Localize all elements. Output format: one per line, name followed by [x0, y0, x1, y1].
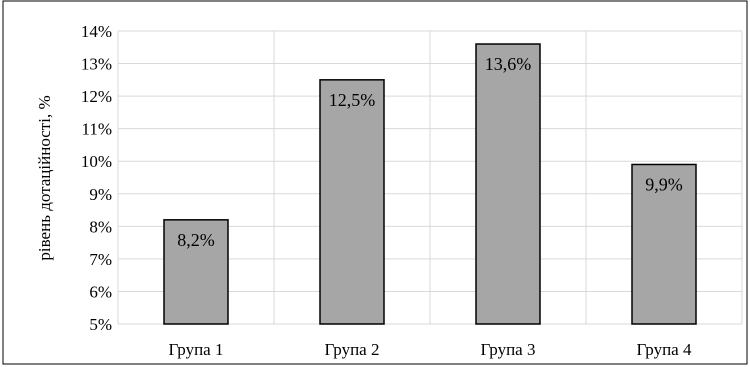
x-category-label: Група 1: [169, 340, 224, 359]
y-tick-label: 8%: [89, 217, 112, 236]
bars: [163, 43, 697, 325]
bar: [319, 79, 385, 325]
y-tick-label: 10%: [81, 152, 112, 171]
bar: [475, 43, 541, 325]
y-tick-label: 7%: [89, 250, 112, 269]
y-tick-label: 6%: [89, 282, 112, 301]
y-tick-label: 14%: [81, 22, 112, 41]
bar: [631, 163, 697, 325]
data-label: 12,5%: [329, 90, 376, 110]
x-category-label: Група 2: [325, 340, 380, 359]
data-labels: 8,2% 12,5% 13,6% 9,9%: [177, 54, 683, 250]
y-tick-label: 9%: [89, 185, 112, 204]
data-label: 8,2%: [177, 230, 215, 250]
data-label: 13,6%: [485, 54, 532, 74]
x-category-label: Група 3: [481, 340, 536, 359]
y-tick-label: 12%: [81, 87, 112, 106]
data-label: 9,9%: [645, 174, 683, 194]
y-tick-label: 11%: [81, 120, 112, 139]
x-axis-category-labels: Група 1 Група 2 Група 3 Група 4: [169, 340, 692, 359]
y-tick-label: 5%: [89, 315, 112, 334]
y-axis-title: рівень дотаційності, %: [35, 95, 54, 260]
y-axis-tick-labels: 5% 6% 7% 8% 9% 10% 11% 12% 13% 14%: [81, 22, 112, 334]
x-category-label: Група 4: [637, 340, 692, 359]
bar: [163, 219, 229, 325]
y-tick-label: 13%: [81, 55, 112, 74]
